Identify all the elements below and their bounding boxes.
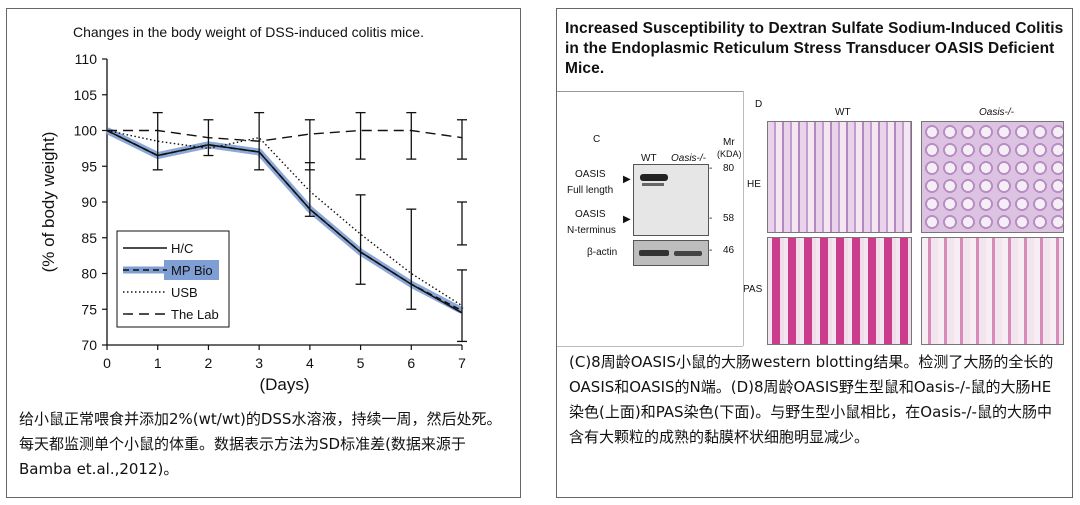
y-tick-label: 75 bbox=[81, 301, 97, 317]
blot-col-ko: Oasis-/- bbox=[671, 153, 706, 164]
mw-58: 58 bbox=[723, 213, 735, 224]
blot-col-wt: WT bbox=[641, 153, 657, 164]
arrow-n-icon: ▶ bbox=[623, 214, 631, 225]
he-wt-micrograph bbox=[767, 121, 912, 233]
y-tick-label: 95 bbox=[81, 158, 97, 174]
chart-title: Changes in the body weight of DSS-induce… bbox=[73, 24, 424, 40]
y-tick-label: 105 bbox=[74, 87, 98, 103]
right-figure-panel: Increased Susceptibility to Dextran Sulf… bbox=[556, 8, 1073, 498]
series-line bbox=[107, 129, 463, 142]
pas-wt-micrograph bbox=[767, 237, 912, 345]
left-figure-panel: Changes in the body weight of DSS-induce… bbox=[6, 8, 521, 498]
x-tick-label: 6 bbox=[407, 355, 415, 371]
band-n-label-1: OASIS bbox=[575, 209, 606, 220]
mw-tick-58-icon: - bbox=[709, 213, 713, 224]
kda-label: (KDA) bbox=[717, 149, 742, 159]
western-blot-actin bbox=[633, 240, 709, 266]
y-axis-label: (% of body weight) bbox=[39, 132, 58, 273]
y-tick-label: 85 bbox=[81, 230, 97, 246]
histo-col-ko: Oasis-/- bbox=[979, 107, 1014, 118]
band-full-label-1: OASIS bbox=[575, 169, 606, 180]
right-caption: (C)8周龄OASIS小鼠的大肠western blotting结果。检测了大肠… bbox=[569, 353, 1054, 446]
x-tick-label: 5 bbox=[357, 355, 365, 371]
series-line bbox=[106, 129, 463, 307]
actin-band-ko bbox=[674, 251, 702, 256]
row-pas-label: PAS bbox=[743, 284, 763, 295]
actin-label: β-actin bbox=[587, 247, 618, 258]
left-caption: 给小鼠正常喂食并添加2%(wt/wt)的DSS水溶液，持续一周，然后处死。每天都… bbox=[19, 410, 502, 478]
divider bbox=[557, 91, 743, 92]
legend-label: H/C bbox=[171, 241, 193, 256]
mw-80: 80 bbox=[723, 163, 735, 174]
band-n-label-2: N-terminus bbox=[567, 225, 616, 236]
mr-label: Mr bbox=[723, 137, 735, 148]
y-tick-label: 100 bbox=[74, 123, 98, 139]
body-weight-chart: Changes in the body weight of DSS-induce… bbox=[39, 24, 467, 394]
western-blot-oasis bbox=[633, 164, 709, 236]
paper-title: Increased Susceptibility to Dextran Sulf… bbox=[565, 20, 1064, 77]
he-ko-micrograph bbox=[921, 121, 1064, 233]
actin-band-wt bbox=[639, 250, 669, 256]
x-tick-label: 2 bbox=[205, 355, 213, 371]
pas-ko-micrograph bbox=[921, 237, 1064, 345]
blot-band-faint bbox=[642, 183, 664, 186]
legend-label: MP Bio bbox=[171, 263, 213, 278]
panel-c-label: C bbox=[593, 134, 601, 145]
y-tick-label: 80 bbox=[81, 266, 97, 282]
panel-d-label: D bbox=[755, 99, 763, 110]
x-tick-label: 3 bbox=[255, 355, 263, 371]
y-tick-label: 90 bbox=[81, 194, 97, 210]
y-tick-label: 110 bbox=[75, 51, 98, 67]
x-tick-label: 7 bbox=[458, 355, 466, 371]
divider bbox=[557, 346, 743, 347]
x-axis-label: (Days) bbox=[259, 375, 309, 394]
arrow-full-icon: ▶ bbox=[623, 174, 631, 185]
oasis-figure: C WT Oasis-/- Mr (KDA) OASIS ▶ Full leng… bbox=[557, 89, 1072, 345]
legend-label: USB bbox=[171, 285, 198, 300]
series-line bbox=[106, 129, 463, 312]
y-tick-label: 70 bbox=[81, 337, 97, 353]
row-he-label: HE bbox=[747, 179, 761, 190]
mw-tick-46-icon: - bbox=[709, 245, 713, 256]
histo-col-wt: WT bbox=[835, 107, 851, 118]
x-tick-label: 4 bbox=[306, 355, 314, 371]
legend-highlight bbox=[164, 260, 219, 280]
x-tick-label: 0 bbox=[103, 355, 111, 371]
mw-46: 46 bbox=[723, 245, 735, 256]
legend-label: The Lab bbox=[171, 307, 219, 322]
band-full-label-2: Full length bbox=[567, 185, 614, 196]
divider bbox=[743, 91, 744, 346]
x-tick-label: 1 bbox=[154, 355, 162, 371]
blot-band-full-length bbox=[640, 174, 668, 181]
mw-tick-80-icon: - bbox=[709, 163, 713, 174]
